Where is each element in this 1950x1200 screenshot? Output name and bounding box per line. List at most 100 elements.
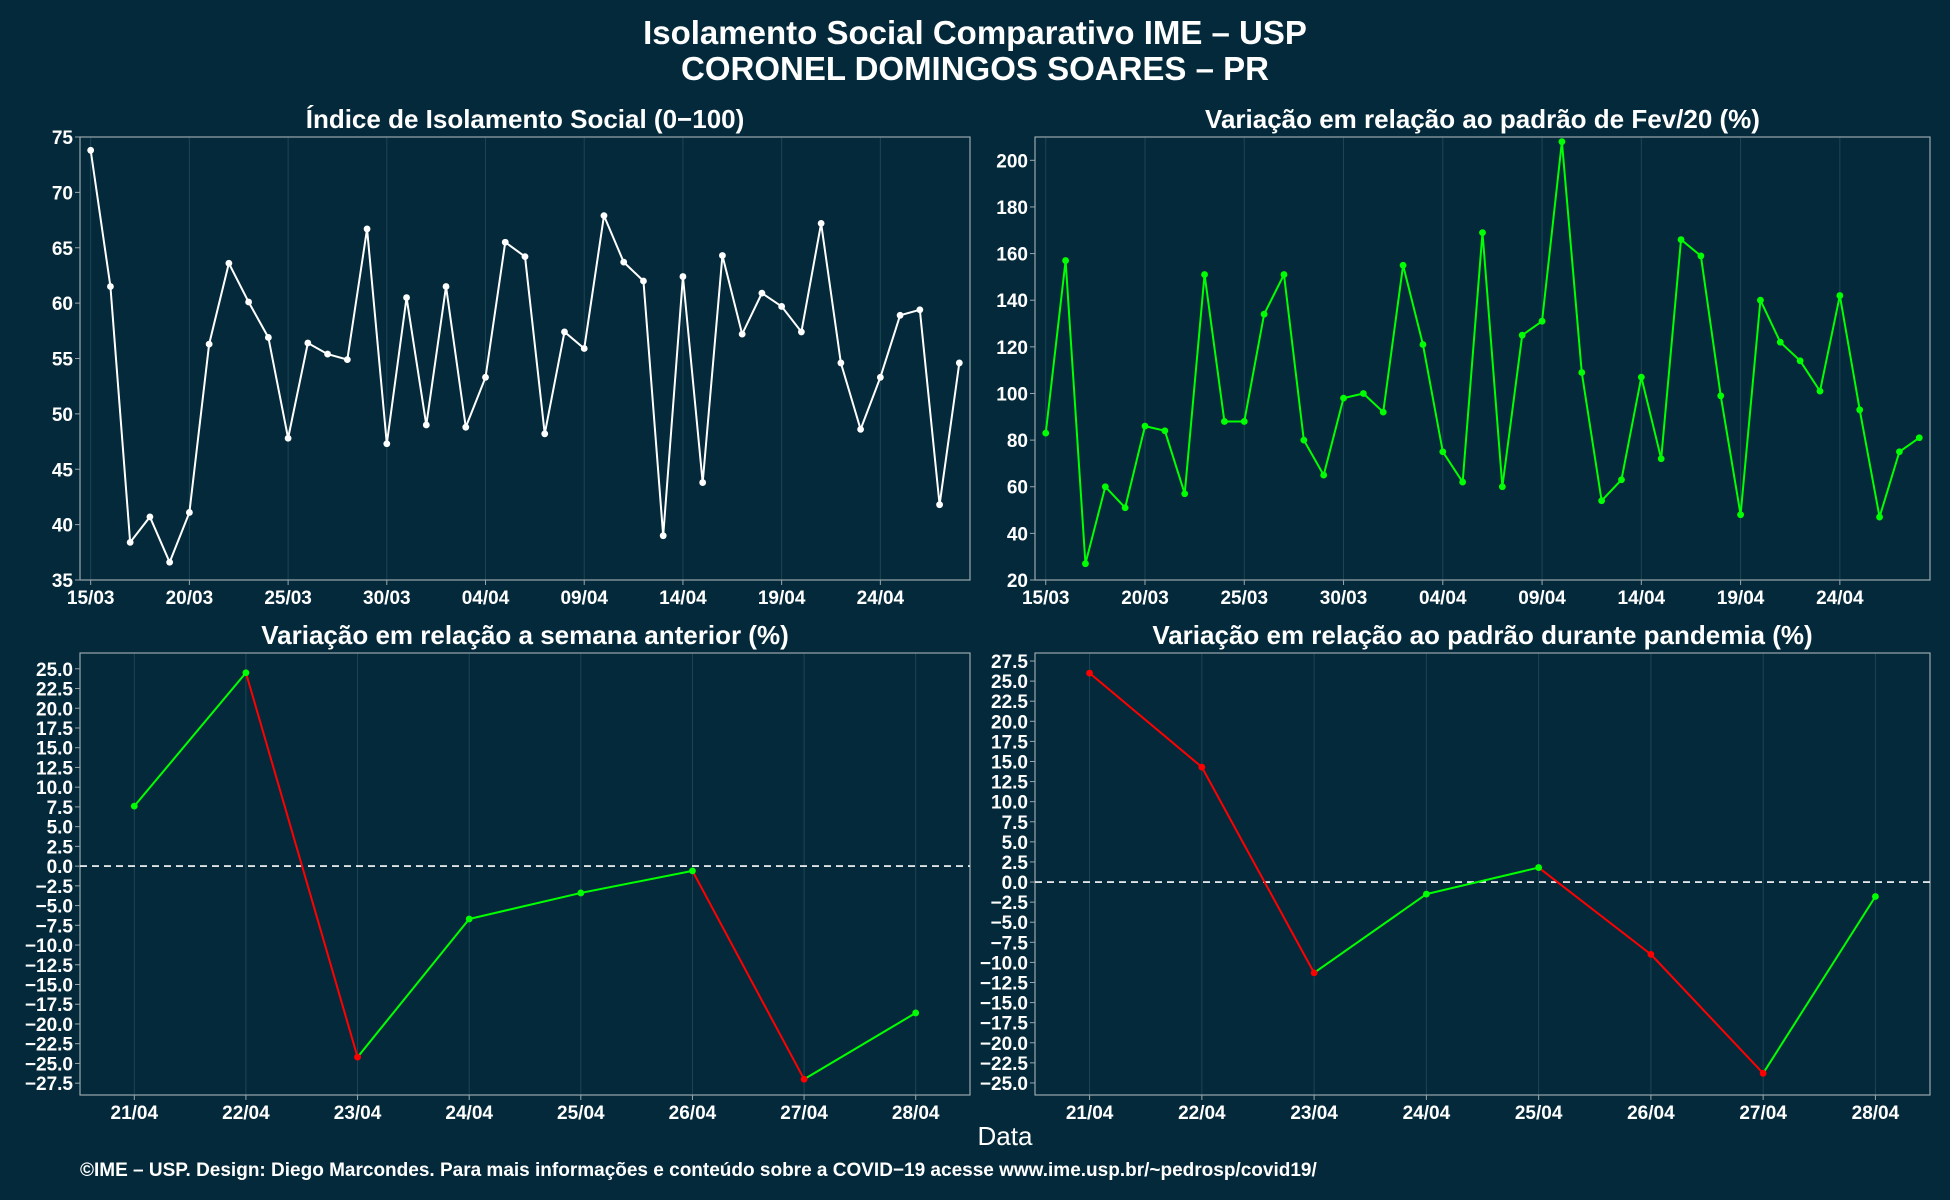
- y-tick-label: 200: [996, 151, 1028, 172]
- data-point: [1399, 261, 1407, 269]
- data-point: [225, 259, 233, 267]
- data-point: [1856, 406, 1864, 414]
- data-point: [107, 283, 114, 290]
- data-point: [1697, 252, 1705, 260]
- chart-isolamento: Índice de Isolamento Social (0−100) 35 40 4…: [52, 104, 971, 609]
- x-tick-label: 09/04: [560, 588, 608, 609]
- y-tick-label: 60: [1007, 478, 1028, 499]
- data-point: [1647, 950, 1655, 958]
- data-point: [343, 356, 351, 364]
- y-tick-label: 0.0: [1002, 873, 1028, 894]
- data-point: [205, 340, 213, 348]
- data-point: [501, 238, 509, 246]
- data-point: [1141, 422, 1149, 430]
- y-tick-label: 20: [1007, 571, 1028, 592]
- x-tick-label: 22/04: [222, 1103, 270, 1124]
- data-point: [1618, 476, 1625, 484]
- data-point: [1836, 292, 1844, 299]
- y-tick-label: −25.0: [25, 1054, 73, 1075]
- y-tick-label: 5.0: [1002, 833, 1028, 854]
- data-point: [465, 915, 473, 923]
- data-point: [1379, 408, 1387, 416]
- data-point: [363, 225, 371, 233]
- y-tick-label: −5.0: [990, 913, 1028, 934]
- data-point: [758, 289, 766, 297]
- data-point: [462, 423, 470, 431]
- series-segment: [1313, 893, 1427, 974]
- x-tick-label: 22/04: [1178, 1103, 1226, 1124]
- data-point: [738, 330, 746, 338]
- y-tick-label: 5.0: [47, 818, 73, 839]
- x-tick-label: 26/04: [1627, 1103, 1675, 1124]
- data-point: [577, 889, 585, 897]
- series-segment: [356, 918, 470, 1058]
- chart-pandemia: Variação em relação ao padrão durante pa…: [980, 620, 1931, 1124]
- data-point: [1181, 490, 1189, 498]
- y-tick-label: −20.0: [980, 1034, 1028, 1055]
- y-tick-label: 70: [52, 183, 73, 204]
- y-tick-label: 17.5: [991, 732, 1028, 753]
- data-point: [1121, 504, 1129, 512]
- y-tick-label: −10.0: [980, 953, 1028, 974]
- data-point: [1101, 483, 1109, 491]
- plot-frame: [1034, 652, 1931, 1096]
- data-point: [403, 294, 410, 301]
- x-tick-label: 15/03: [67, 588, 115, 609]
- data-point: [916, 306, 924, 314]
- y-tick-label: 160: [996, 245, 1028, 266]
- data-point: [1201, 271, 1208, 278]
- x-tick-label: 23/04: [1290, 1103, 1338, 1124]
- data-point: [1198, 763, 1206, 771]
- data-point: [482, 373, 489, 381]
- x-tick-label: 25/04: [1515, 1103, 1563, 1124]
- y-tick-label: 0.0: [47, 857, 73, 878]
- data-point: [640, 277, 647, 285]
- main-title-line1: Isolamento Social Comparativo IME – USP: [643, 14, 1307, 51]
- data-point: [1657, 455, 1665, 463]
- data-point: [1538, 317, 1546, 325]
- y-tick-label: 15.0: [991, 752, 1028, 773]
- y-tick-label: 20.0: [36, 699, 73, 720]
- y-tick-label: 15.0: [36, 739, 73, 760]
- data-point: [284, 434, 292, 442]
- chart-semana: Variação em relação a semana anterior (%…: [25, 620, 971, 1124]
- series-segment: [133, 672, 247, 807]
- x-tick-label: 27/04: [1739, 1103, 1787, 1124]
- chart-title-fev20: Variação em relação ao padrão de Fev/20 …: [1205, 104, 1760, 134]
- y-tick-label: −15.0: [25, 976, 73, 997]
- data-point: [1915, 434, 1923, 442]
- data-point: [541, 430, 549, 438]
- y-tick-label: −17.5: [25, 995, 74, 1016]
- y-tick-label: −5.0: [35, 897, 73, 918]
- y-tick-label: −27.5: [25, 1074, 74, 1095]
- data-point: [955, 359, 963, 367]
- y-tick-label: 50: [52, 405, 73, 426]
- series-segment: [1200, 766, 1315, 974]
- y-tick-label: 60: [52, 294, 73, 315]
- data-point: [1082, 560, 1089, 568]
- data-point: [126, 538, 134, 546]
- y-tick-label: 17.5: [36, 719, 73, 740]
- x-tick-label: 27/04: [780, 1103, 828, 1124]
- series-segment: [244, 672, 359, 1058]
- series-segment: [1650, 953, 1764, 1074]
- data-point: [1717, 392, 1725, 400]
- y-tick-label: 10.0: [991, 793, 1028, 814]
- data-point: [1221, 418, 1228, 425]
- data-point: [896, 311, 904, 319]
- data-point: [1359, 390, 1367, 397]
- x-tick-label: 21/04: [111, 1103, 159, 1124]
- y-tick-label: −22.5: [980, 1054, 1029, 1075]
- y-tick-label: 22.5: [991, 692, 1028, 713]
- plot-frame: [1034, 136, 1931, 581]
- y-tick-label: 2.5: [47, 837, 74, 858]
- data-point: [817, 219, 825, 227]
- series-line: [89, 150, 961, 565]
- y-tick-label: −10.0: [25, 936, 73, 957]
- data-point: [936, 501, 943, 509]
- data-point: [264, 334, 272, 341]
- data-point: [620, 258, 628, 266]
- data-point: [1240, 418, 1248, 425]
- y-tick-label: 45: [52, 460, 74, 481]
